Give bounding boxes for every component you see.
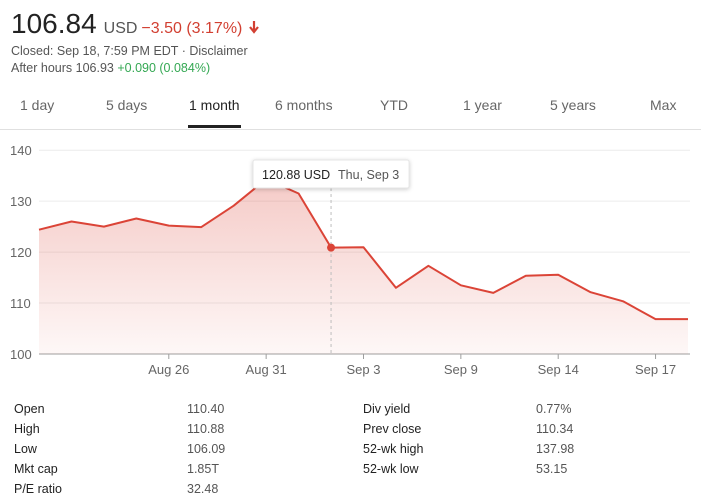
price-chart: 100 110 120 130 140 Aug 26 Aug 31 Sep 3 Sep 9 Sep…: [10, 143, 690, 377]
active-tab-indicator: [188, 125, 241, 128]
y-tick-label: 130: [10, 194, 32, 209]
stat-value: 32.48: [187, 482, 219, 496]
tab-max[interactable]: Max: [650, 97, 677, 113]
price-area: [39, 179, 688, 354]
y-tick-label: 110: [10, 296, 31, 311]
x-tick-label: Aug 31: [246, 362, 287, 377]
tab-ytd[interactable]: YTD: [380, 97, 408, 113]
stat-label: Low: [14, 442, 37, 456]
tab-1-year[interactable]: 1 year: [463, 97, 502, 113]
arrow-down-icon: [249, 21, 260, 34]
tab-1-month[interactable]: 1 month: [189, 97, 240, 113]
tooltip-box: [252, 159, 410, 189]
stat-label: Div yield: [363, 402, 411, 416]
closed-info: Closed: Sep 18, 7:59 PM EDT · Disclaimer: [11, 44, 248, 58]
tooltip-date: Thu, Sep 3: [338, 168, 399, 182]
tooltip-value: 120.88 USD: [262, 168, 330, 182]
stat-value: 0.77%: [536, 402, 572, 416]
after-hours-label: After hours 106.93: [11, 61, 114, 75]
stat-value: 110.40: [187, 402, 225, 416]
x-tick-label: Sep 9: [444, 362, 478, 377]
price-line: [38, 178, 688, 321]
currency-label: USD: [103, 20, 138, 37]
stat-value: 106.09: [187, 442, 226, 456]
tab-5-days[interactable]: 5 days: [106, 97, 148, 113]
current-price: 106.84: [11, 8, 97, 39]
tab-6-months[interactable]: 6 months: [275, 97, 333, 113]
stat-label: 52-wk high: [363, 442, 424, 456]
stat-value: 110.88: [187, 422, 225, 436]
stat-value: 1.85T: [187, 462, 219, 476]
y-tick-label: 140: [10, 143, 32, 158]
x-tick-label: Aug 26: [148, 362, 189, 377]
quote-header: 106.84 USD −3.50 (3.17%): [11, 8, 260, 40]
stat-label: P/E ratio: [14, 482, 62, 496]
stat-label: 52-wk low: [363, 462, 419, 476]
price-change: −3.50 (3.17%): [141, 20, 243, 37]
stat-label: Open: [14, 402, 45, 416]
stat-value: 110.34: [536, 422, 574, 436]
x-tick-label: Sep 14: [538, 362, 579, 377]
x-tick-label: Sep 17: [635, 362, 676, 377]
stat-value: 137.98: [536, 442, 575, 456]
after-hours-change: +0.090 (0.084%): [117, 61, 211, 75]
hover-point: [327, 243, 336, 252]
x-tick-label: Sep 3: [347, 362, 381, 377]
stat-label: High: [14, 422, 40, 436]
y-tick-label: 100: [10, 347, 32, 362]
stat-label: Mkt cap: [14, 462, 58, 476]
range-tabs: 1 day 5 days 1 month 6 months YTD 1 year 5 yea…: [0, 86, 701, 130]
after-hours-info: After hours 106.93 +0.090 (0.084%): [11, 61, 210, 75]
tab-5-years[interactable]: 5 years: [550, 97, 596, 113]
stat-value: 53.15: [536, 462, 568, 476]
stat-label: Prev close: [363, 422, 422, 436]
y-tick-label: 120: [10, 245, 32, 260]
tab-1-day[interactable]: 1 day: [20, 97, 55, 113]
